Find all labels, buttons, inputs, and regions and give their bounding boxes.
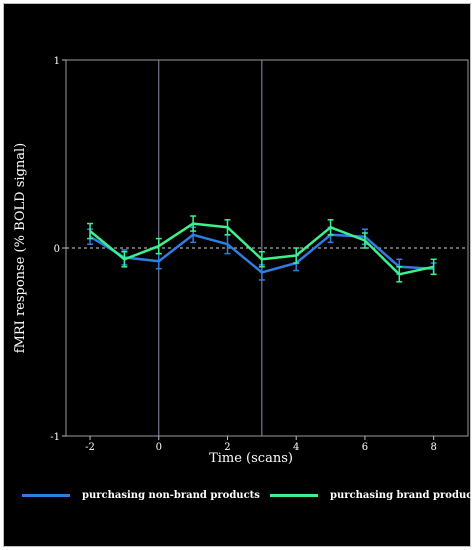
- legend-item-non-brand: purchasing non-brand products: [22, 490, 260, 501]
- legend-label-brand: purchasing brand products: [330, 490, 474, 501]
- x-tick-label-5: 8: [430, 442, 436, 453]
- figure-frame: -2 0 2 4 6 8 -1 0 1 Time (scans) fMRI response (% …: [3, 3, 474, 547]
- x-tick-label-3: 4: [293, 442, 299, 453]
- legend-label-non-brand: purchasing non-brand products: [82, 490, 260, 501]
- chart: -2 0 2 4 6 8 -1 0 1 Time (scans) fMRI response (% …: [13, 56, 469, 466]
- legend-swatch-non-brand: [22, 494, 70, 497]
- x-tick-label-0: -2: [85, 442, 95, 453]
- y-axis-label: fMRI response (% BOLD signal): [13, 143, 28, 353]
- y-tick-label-0: -1: [50, 432, 60, 443]
- legend-item-brand: purchasing brand products: [270, 490, 474, 501]
- legend-swatch-brand: [270, 494, 318, 497]
- x-tick-label-2: 2: [224, 442, 230, 453]
- x-axis-label: Time (scans): [209, 451, 293, 466]
- x-tick-label-4: 6: [362, 442, 368, 453]
- x-tick-label-1: 0: [156, 442, 162, 453]
- y-tick-label-1: 0: [54, 244, 60, 255]
- y-tick-label-2: 1: [54, 56, 60, 67]
